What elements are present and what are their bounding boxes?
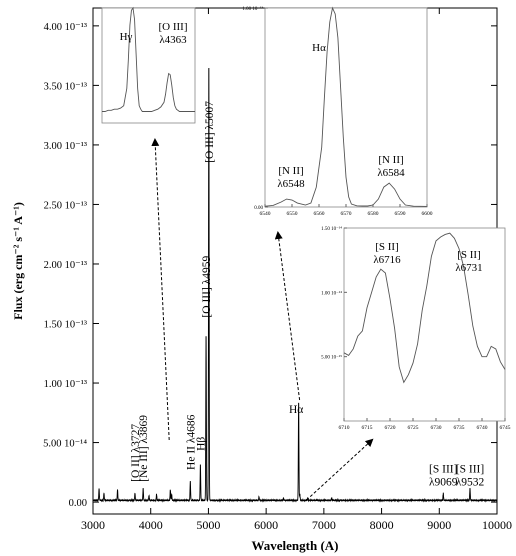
inset-line-label: [O III]	[158, 21, 187, 33]
inset-x-tick-label: 6600	[422, 211, 433, 217]
inset-line-label: λ6716	[373, 254, 401, 266]
inset-line-label: λ4363	[159, 34, 187, 46]
line-label: [O III] λ4959	[201, 256, 213, 318]
x-tick-label: 10000	[482, 518, 512, 532]
inset-frame	[343, 227, 506, 422]
inset-x-tick-label: 6550	[287, 211, 298, 217]
line-label: Hα	[289, 404, 303, 416]
inset-y-tick-label: 1.00 10⁻¹³	[242, 6, 263, 12]
x-tick-label: 6000	[254, 518, 278, 532]
x-tick-label: 4000	[139, 518, 163, 532]
inset-y-tick-label: 1.50 10⁻¹⁴	[321, 226, 342, 232]
y-tick-label: 3.50 10⁻¹³	[44, 81, 87, 92]
inset-x-tick-label: 6720	[385, 425, 396, 431]
line-label: [Ne III] λ3869	[138, 415, 150, 482]
inset-x-tick-label: 6715	[362, 425, 373, 431]
x-tick-label: 7000	[312, 518, 336, 532]
inset-x-tick-label: 6710	[339, 425, 350, 431]
inset-series-line	[343, 232, 506, 384]
inset-line-label: λ6548	[277, 178, 305, 190]
inset-line-label: [N II]	[278, 165, 303, 177]
y-tick-label: 1.00 10⁻¹³	[44, 379, 87, 390]
inset-x-tick-label: 6730	[431, 425, 442, 431]
line-label: λ9532	[456, 476, 485, 488]
inset-line-label: Hα	[312, 42, 326, 54]
inset-line-label: [S II]	[375, 241, 399, 253]
y-tick-label: 1.50 10⁻¹³	[44, 320, 87, 331]
inset-halpha-chart: 6540 6550 6560 6570 6580 6590 6600 0.00 1.00 10⁻…	[242, 6, 432, 217]
y-tick-label: 0.00	[69, 498, 87, 509]
inset-line-label: Hγ	[120, 31, 133, 43]
inset-x-tick-label: 6735	[454, 425, 465, 431]
inset-line-label: λ6584	[377, 167, 405, 179]
callout-arrow	[274, 231, 301, 401]
inset-x-tick-label: 6540	[260, 211, 271, 217]
y-tick-label: 4.00 10⁻¹³	[44, 22, 87, 33]
inset-line-label: [N II]	[378, 154, 403, 166]
inset-series-line	[102, 6, 195, 112]
x-tick-label: 3000	[81, 518, 105, 532]
inset-line-label: λ6731	[455, 262, 482, 274]
y-tick-label: 3.00 10⁻¹³	[44, 141, 87, 152]
inset-sii-chart: 6710 6715 6720 6725 6730 6735 6740 6745 5.00 10⁻…	[321, 226, 511, 431]
line-label: He II λ4686	[185, 414, 197, 470]
y-tick-label: 2.50 10⁻¹³	[44, 200, 87, 211]
inset-line-label: [S II]	[457, 249, 481, 261]
inset-x-tick-label: 6560	[314, 211, 325, 217]
inset-series-line	[264, 6, 428, 207]
callout-arrow	[306, 438, 374, 501]
inset-x-tick-label: 6725	[408, 425, 419, 431]
line-label: [S III]	[456, 463, 484, 475]
inset-x-tick-label: 6570	[341, 211, 352, 217]
callout-arrow	[151, 138, 170, 441]
inset-y-tick-label: 1.00 10⁻¹⁴	[321, 290, 342, 296]
callout-arrows	[151, 138, 374, 501]
inset-y-tick-label: 0.00	[254, 206, 263, 211]
y-tick-label: 5.00 10⁻¹⁴	[43, 439, 87, 450]
line-label: [O III] λ5007	[204, 101, 216, 163]
spectrum-line	[92, 67, 498, 503]
inset-x-tick-label: 6580	[368, 211, 379, 217]
inset-frame	[101, 7, 196, 124]
x-tick-label: 8000	[370, 518, 394, 532]
line-label: Hβ	[195, 437, 207, 451]
inset-hgamma-chart: Hγ [O III]λ4363	[101, 6, 196, 124]
y-tick-label: 2.00 10⁻¹³	[44, 260, 87, 271]
x-tick-label: 9000	[427, 518, 451, 532]
line-label: [S III]	[429, 463, 457, 475]
line-label: λ9069	[429, 476, 458, 488]
x-tick-label: 5000	[196, 518, 220, 532]
line-label: [O II] λ3727	[130, 424, 142, 482]
inset-x-tick-label: 6745	[500, 425, 511, 431]
inset-y-tick-label: 5.00 10⁻¹⁵	[321, 355, 342, 361]
x-axis-label: Wavelength (A)	[251, 538, 338, 553]
inset-x-tick-label: 6590	[395, 211, 406, 217]
y-axis-label: Flux (erg cm⁻² s⁻¹ A⁻¹)	[11, 202, 25, 320]
inset-x-tick-label: 6740	[477, 425, 488, 431]
main-spectrum-chart: 3000 4000 5000 6000 7000 8000 9000 10000 0.00 5.0…	[11, 7, 512, 553]
